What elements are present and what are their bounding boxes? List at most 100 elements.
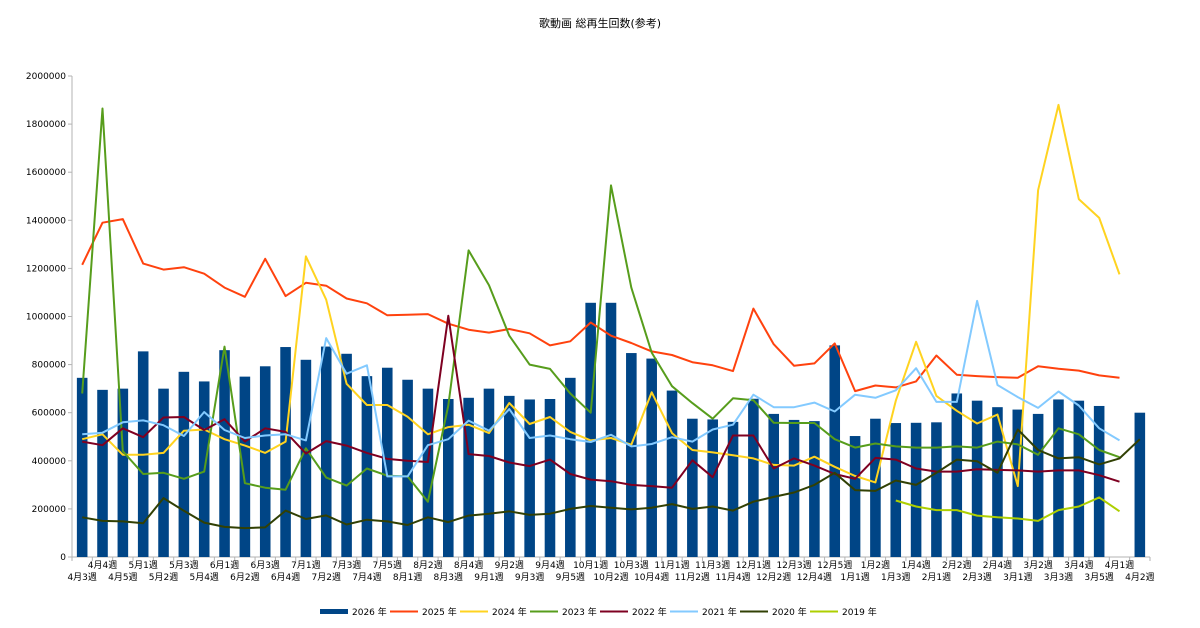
x-tick-label: 9月1週: [474, 572, 503, 583]
x-tick-label: 9月2週: [495, 560, 524, 571]
bar-2026-10月1週: [585, 302, 596, 557]
y-tick-label: 1200000: [26, 264, 66, 274]
x-tick-label: 12月2週: [756, 572, 791, 583]
bar-2026-5月3週: [178, 371, 190, 557]
x-tick-label: 12月3週: [776, 560, 811, 571]
x-tick-label: 9月5週: [556, 572, 585, 583]
legend-label: 2020 年: [772, 606, 807, 618]
x-tick-label: 1月4週: [901, 560, 930, 571]
legend-label: 2025 年: [422, 606, 457, 618]
x-tick-label: 2月2週: [942, 560, 971, 571]
x-tick-label: 3月5週: [1084, 572, 1113, 583]
x-tick-label: 5月1週: [128, 560, 157, 571]
bar-2026-12月3週: [788, 419, 800, 557]
y-tick-label: 1600000: [26, 168, 66, 178]
x-tick-label: 8月2週: [413, 560, 442, 571]
x-tick-label: 7月4週: [352, 572, 381, 583]
legend-label: 2026 年: [352, 606, 387, 618]
y-tick-label: 1800000: [26, 120, 66, 130]
y-tick-label: 1000000: [26, 313, 66, 323]
bar-2026-7月3週: [341, 353, 352, 557]
x-tick-label: 4月3週: [67, 572, 96, 583]
bar-2026-10月4週: [646, 358, 657, 557]
x-tick-label: 9月4週: [535, 560, 564, 571]
legend-label: 2022 年: [632, 606, 667, 618]
bar-2026-3月4週: [1073, 400, 1085, 557]
x-tick-label: 10月1週: [573, 560, 608, 571]
bar-2026-1月4週: [910, 422, 922, 557]
bar-2026-10月3週: [626, 353, 637, 557]
bar-2026-6月3週: [259, 366, 271, 557]
x-tick-label: 4月5週: [108, 572, 137, 583]
x-tick-label: 11月2週: [675, 572, 710, 583]
x-tick-label: 2月1週: [922, 572, 951, 583]
bar-2026-8月2週: [422, 388, 434, 557]
x-tick-labels: 4月3週4月4週4月5週5月1週5月2週5月3週5月4週6月1週6月2週6月3週…: [67, 560, 1154, 583]
line-2020年: [82, 428, 1141, 530]
bar-2026-11月3週: [707, 419, 718, 557]
x-tick-label: 8月4週: [454, 560, 483, 571]
bar-2026-2月3週: [971, 400, 983, 557]
x-tick-label: 6月2週: [230, 572, 259, 583]
bar-2026-2月4週: [992, 407, 1003, 557]
axes: 0 200000 400000 600000 800000 1000000 1200000 1…: [26, 72, 1151, 563]
x-tick-label: 7月3週: [332, 560, 361, 571]
bar-2026-3月3週: [1053, 399, 1064, 557]
bar-2026-4月2週: [1134, 412, 1146, 557]
bar-2026-1月1週: [849, 436, 861, 557]
x-tick-label: 1月2週: [861, 560, 890, 571]
x-tick-label: 4月1週: [1105, 560, 1134, 571]
bar-2026-3月2週: [1032, 413, 1044, 557]
y-tick-label: 200000: [32, 505, 67, 515]
y-tick-label: 2000000: [26, 72, 66, 82]
bar-2026-7月5週: [381, 367, 393, 557]
bar-2026-2月2週: [951, 393, 963, 557]
x-tick-label: 2月3週: [962, 572, 991, 583]
x-tick-label: 3月1週: [1003, 572, 1032, 583]
legend-swatch: [320, 609, 348, 614]
x-tick-label: 7月2週: [312, 572, 341, 583]
bar-2026-1月3週: [890, 423, 902, 557]
bar-2026-7月4週: [361, 376, 373, 557]
x-tick-label: 10月2週: [593, 572, 628, 583]
x-tick-label: 1月1週: [840, 572, 869, 583]
bar-2026-9月3週: [524, 399, 535, 557]
x-tick-label: 10月3週: [614, 560, 649, 571]
bar-2026-8月4週: [463, 397, 474, 557]
bar-2026-9月5週: [565, 377, 576, 557]
legend-item: 2026 年: [320, 606, 387, 618]
y-tick-label: 0: [60, 553, 66, 563]
bar-2026-12月4週: [809, 421, 820, 557]
x-tick-label: 12月5週: [817, 560, 852, 571]
x-tick-label: 3月4週: [1064, 560, 1093, 571]
bar-2026-7月1週: [300, 359, 312, 557]
line-2023年: [81, 107, 1120, 503]
x-tick-label: 6月3週: [250, 560, 279, 571]
x-tick-label: 9月3週: [515, 572, 544, 583]
bar-2026-3月5週: [1093, 405, 1105, 557]
bar-2026-12月1週: [748, 398, 759, 557]
x-tick-label: 12月1週: [736, 560, 771, 571]
bar-series: [76, 302, 1146, 557]
line-2021年: [82, 299, 1121, 478]
x-tick-label: 5月4週: [189, 572, 218, 583]
legend-item: 2025 年: [390, 606, 457, 618]
x-tick-label: 6月4週: [271, 572, 300, 583]
line-2019年: [895, 496, 1121, 522]
legend-item: 2022 年: [600, 606, 667, 618]
bar-2026-6月4週: [280, 347, 291, 557]
bar-2026-6月2週: [239, 376, 251, 557]
bar-2026-4月4週: [97, 389, 108, 557]
x-tick-label: 5月3週: [169, 560, 198, 571]
bar-2026-2月1週: [931, 422, 942, 557]
x-tick-label: 1月3週: [881, 572, 910, 583]
x-tick-label: 11月4週: [715, 572, 750, 583]
bar-2026-8月3週: [442, 398, 454, 557]
line-2025年: [81, 218, 1120, 393]
legend-label: 2019 年: [842, 606, 877, 618]
bar-2026-11月1週: [666, 390, 678, 557]
bar-2026-12月2週: [768, 413, 780, 557]
line-2022年: [82, 314, 1120, 489]
bar-2026-4月5週: [117, 388, 129, 557]
x-tick-label: 3月3週: [1044, 572, 1073, 583]
